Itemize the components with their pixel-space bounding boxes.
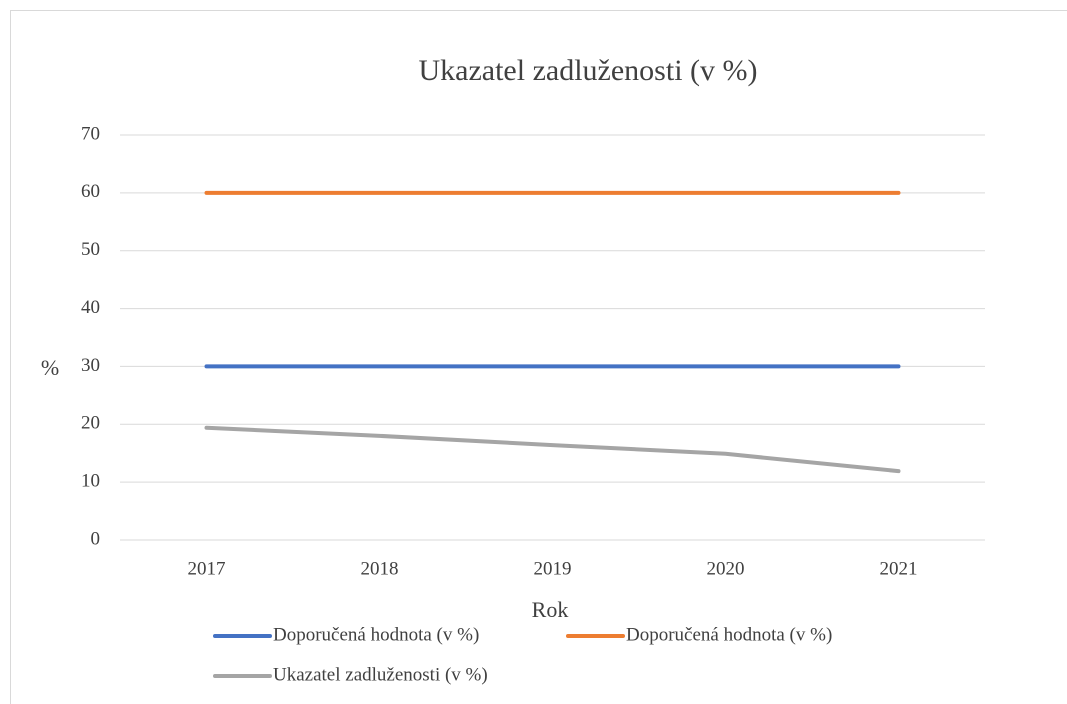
x-tick-label: 2018 (361, 558, 399, 579)
y-tick-label: 20 (81, 413, 100, 434)
series-line (204, 425, 901, 474)
legend-label: Doporučená hodnota (v %) (626, 624, 832, 645)
y-tick-label: 60 (81, 181, 100, 202)
x-tick-label: 2021 (880, 558, 918, 579)
x-tick-label: 2017 (188, 558, 226, 579)
legend-label: Doporučená hodnota (v %) (273, 624, 479, 645)
legend-label: Ukazatel zadluženosti (v %) (273, 664, 488, 685)
chart-title: Ukazatel zadluženosti (v %) (418, 54, 757, 87)
y-tick-label: 70 (81, 123, 100, 144)
chart-border (10, 10, 1067, 704)
y-tick-label: 30 (81, 355, 100, 376)
x-tick-label: 2019 (534, 558, 572, 579)
x-tick-label: 2020 (707, 558, 745, 579)
x-axis-label: Rok (532, 597, 569, 622)
y-tick-label: 40 (81, 297, 100, 318)
y-tick-label: 10 (81, 471, 100, 492)
y-axis-label: % (41, 355, 59, 380)
y-tick-label: 0 (91, 528, 101, 549)
y-tick-label: 50 (81, 239, 100, 260)
